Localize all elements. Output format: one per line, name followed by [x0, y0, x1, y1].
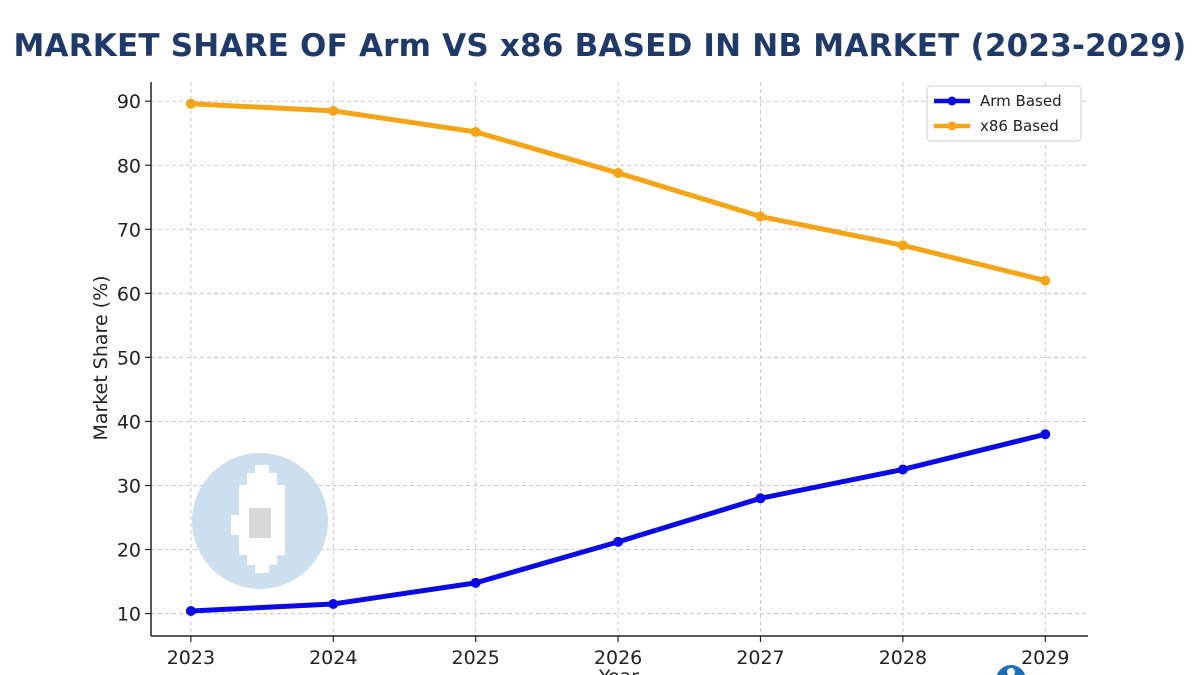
legend-label-arm-based: Arm Based — [980, 92, 1062, 110]
data-point-arm-based — [185, 606, 196, 617]
x-tick-label: 2025 — [451, 647, 499, 669]
y-tick-label: 40 — [117, 411, 141, 433]
data-point-x86-based — [328, 105, 339, 116]
data-point-x86-based — [1040, 275, 1051, 286]
legend: Arm Based x86 Based — [926, 85, 1082, 142]
x-tick-label: 2024 — [309, 647, 357, 669]
x-tick-label: 2028 — [879, 647, 927, 669]
y-tick-label: 80 — [117, 155, 141, 177]
y-tick-labels: 10 20 30 40 50 60 70 80 90 — [117, 91, 141, 625]
data-point-x86-based — [613, 167, 624, 178]
corner-badge-icon — [996, 665, 1026, 675]
data-point-x86-based — [185, 98, 196, 109]
y-tick-label: 30 — [117, 475, 141, 497]
x-tick-labels: 2023 2024 2025 2026 2027 2028 2029 — [167, 647, 1070, 669]
y-axis-label: Market Share (%) — [90, 275, 112, 440]
watermark-logo-icon — [192, 453, 328, 589]
data-point-x86-based — [897, 240, 908, 251]
x-tick-label: 2023 — [167, 647, 215, 669]
axes — [145, 82, 1088, 642]
y-tick-label: 70 — [117, 219, 141, 241]
series-line-x86-based — [188, 101, 1048, 284]
x-tick-label: 2026 — [594, 647, 642, 669]
y-tick-label: 90 — [117, 91, 141, 113]
data-point-arm-based — [755, 493, 766, 504]
x-tick-label: 2029 — [1021, 647, 1069, 669]
data-point-arm-based — [1040, 429, 1051, 440]
y-tick-label: 10 — [117, 604, 141, 626]
x-axis-label: Year — [598, 666, 639, 675]
y-tick-label: 50 — [117, 347, 141, 369]
y-tick-label: 20 — [117, 540, 141, 562]
legend-marker-arm-based — [947, 96, 957, 106]
data-point-arm-based — [897, 464, 908, 475]
legend-label-x86-based: x86 Based — [980, 117, 1059, 135]
x-tick-label: 2027 — [736, 647, 784, 669]
legend-marker-x86-based — [947, 121, 957, 131]
data-point-x86-based — [470, 126, 481, 137]
data-point-arm-based — [613, 536, 624, 547]
data-point-x86-based — [755, 211, 766, 222]
y-tick-label: 60 — [117, 283, 141, 305]
data-point-arm-based — [328, 598, 339, 609]
data-point-arm-based — [470, 577, 481, 588]
series-group — [185, 98, 1051, 617]
chart-title: MARKET SHARE OF Arm VS x86 BASED IN NB M… — [13, 28, 1187, 64]
